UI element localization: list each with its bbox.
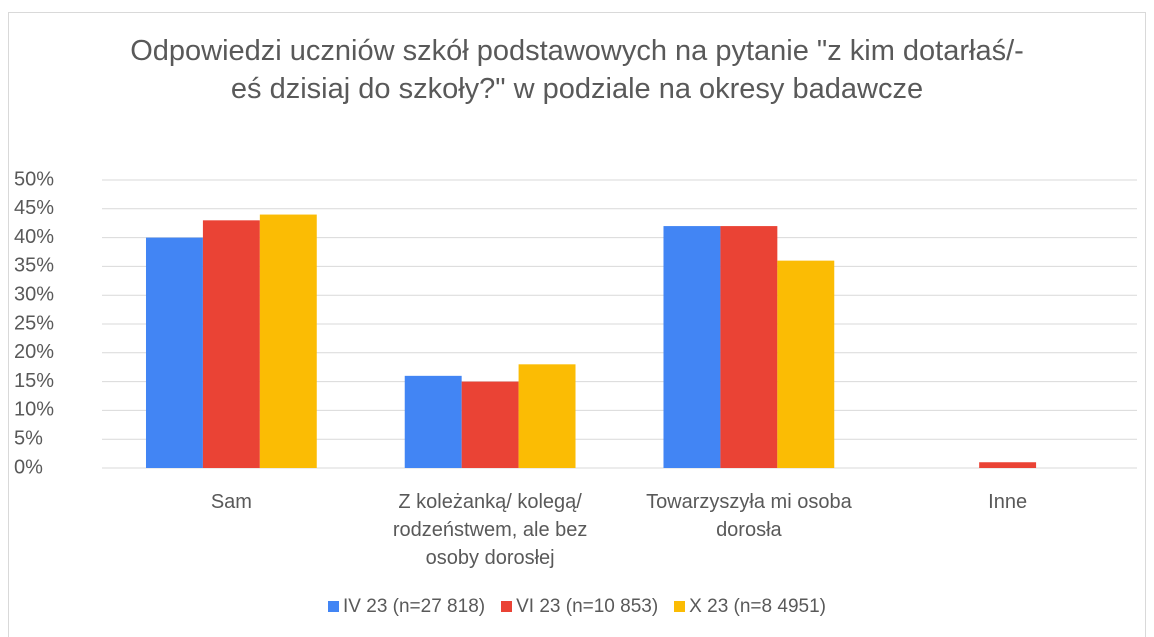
bar	[518, 364, 576, 468]
legend-swatch	[328, 601, 340, 612]
y-tick-label: 50%	[14, 168, 54, 190]
legend-swatch	[501, 601, 513, 612]
x-tick-label: Inne	[988, 491, 1028, 513]
legend: IV 23 (n=27 818) VI 23 (n=10 853) X 23 (n=…	[0, 596, 1154, 618]
bar	[145, 237, 203, 468]
bar	[720, 226, 778, 468]
bar	[259, 214, 317, 468]
x-tick-label: Towarzyszyła mi osoba dorosła	[646, 491, 852, 541]
y-tick-label: 25%	[14, 312, 54, 334]
bar	[663, 226, 721, 468]
x-tick-label: Z koleżanką/ kolegą/ rodzeństwem, ale be…	[392, 491, 588, 569]
y-tick-label: 0%	[14, 456, 43, 478]
bar	[979, 462, 1037, 468]
y-tick-label: 30%	[14, 283, 54, 305]
chart-title: Odpowiedzi uczniów szkół podstawowych na…	[130, 35, 1024, 105]
bar	[404, 375, 462, 468]
y-tick-label: 20%	[14, 341, 54, 363]
y-tick-label: 40%	[14, 226, 54, 248]
x-tick-label: Sam	[210, 491, 252, 513]
legend-item: IV 23 (n=27 818)	[328, 596, 485, 618]
legend-swatch	[674, 601, 686, 612]
legend-item: X 23 (n=8 4951)	[674, 596, 826, 618]
y-tick-label: 15%	[14, 370, 54, 392]
y-tick-label: 10%	[14, 399, 54, 421]
bar	[202, 220, 260, 468]
bar	[777, 260, 835, 468]
y-tick-label: 5%	[14, 427, 43, 449]
legend-label: VI 23 (n=10 853)	[516, 596, 659, 617]
y-tick-label: 45%	[14, 197, 54, 219]
legend-label: IV 23 (n=27 818)	[343, 596, 486, 617]
y-tick-label: 35%	[14, 255, 54, 277]
bar	[461, 381, 519, 468]
frame	[8, 12, 1146, 637]
legend-label: X 23 (n=8 4951)	[689, 596, 826, 617]
legend-item: VI 23 (n=10 853)	[501, 596, 658, 618]
